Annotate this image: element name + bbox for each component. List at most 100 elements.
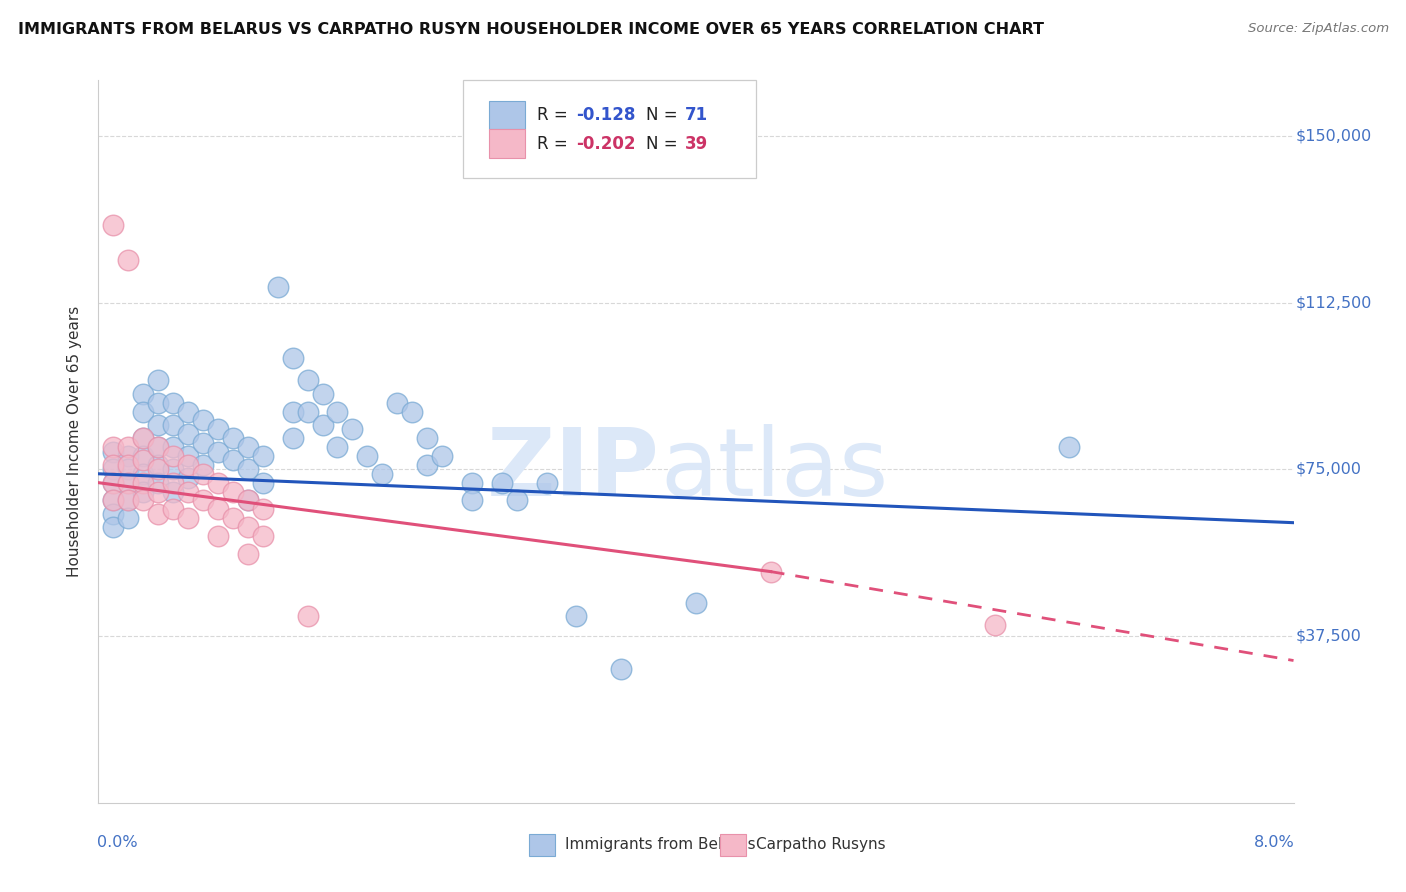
Point — [536, 475, 558, 490]
Point — [252, 449, 274, 463]
Point — [177, 484, 200, 499]
Point — [236, 520, 259, 534]
Point — [207, 422, 229, 436]
Point — [461, 493, 484, 508]
Point — [177, 404, 200, 418]
Point — [236, 493, 259, 508]
Point — [162, 462, 184, 476]
Point — [430, 449, 453, 463]
Point — [506, 493, 529, 508]
Point — [191, 458, 214, 472]
Text: atlas: atlas — [661, 425, 889, 516]
Point — [103, 440, 125, 454]
Point — [610, 662, 633, 676]
Point — [207, 475, 229, 490]
Point — [117, 440, 139, 454]
Text: $75,000: $75,000 — [1296, 462, 1362, 477]
Point — [117, 475, 139, 490]
Point — [371, 467, 394, 481]
Text: Source: ZipAtlas.com: Source: ZipAtlas.com — [1249, 22, 1389, 36]
Point — [132, 431, 155, 445]
Text: 71: 71 — [685, 106, 709, 124]
Point — [162, 502, 184, 516]
Point — [103, 507, 125, 521]
FancyBboxPatch shape — [529, 834, 555, 855]
Point — [162, 417, 184, 432]
Point — [103, 475, 125, 490]
Point — [565, 609, 588, 624]
Point — [297, 373, 319, 387]
Point — [252, 529, 274, 543]
Point — [311, 386, 333, 401]
FancyBboxPatch shape — [720, 834, 747, 855]
Point — [132, 449, 155, 463]
Point — [117, 462, 139, 476]
Point — [191, 493, 214, 508]
Point — [984, 618, 1007, 632]
Point — [132, 404, 155, 418]
Point — [162, 395, 184, 409]
Point — [297, 404, 319, 418]
Point — [326, 404, 349, 418]
Text: N =: N = — [645, 135, 683, 153]
Text: -0.202: -0.202 — [576, 135, 636, 153]
Point — [148, 507, 170, 521]
Point — [222, 431, 245, 445]
Point — [117, 253, 139, 268]
Point — [177, 449, 200, 463]
Point — [236, 462, 259, 476]
Point — [103, 520, 125, 534]
Point — [759, 565, 782, 579]
Point — [416, 458, 439, 472]
Point — [177, 458, 200, 472]
Point — [132, 453, 155, 467]
Point — [103, 444, 125, 458]
FancyBboxPatch shape — [489, 101, 524, 129]
Text: N =: N = — [645, 106, 683, 124]
Point — [207, 502, 229, 516]
Point — [132, 431, 155, 445]
FancyBboxPatch shape — [489, 129, 524, 158]
Point — [117, 475, 139, 490]
Point — [222, 484, 245, 499]
Point — [177, 471, 200, 485]
Point — [191, 413, 214, 427]
Text: 39: 39 — [685, 135, 709, 153]
Point — [281, 404, 304, 418]
Point — [207, 444, 229, 458]
Point — [342, 422, 364, 436]
Text: Carpatho Rusyns: Carpatho Rusyns — [756, 838, 886, 852]
Text: R =: R = — [537, 135, 574, 153]
Point — [207, 529, 229, 543]
Point — [491, 475, 513, 490]
Text: 8.0%: 8.0% — [1254, 835, 1295, 850]
Point — [103, 462, 125, 476]
Point — [162, 440, 184, 454]
Point — [252, 502, 274, 516]
Point — [148, 462, 170, 476]
Point — [267, 280, 290, 294]
Point — [281, 431, 304, 445]
Point — [148, 475, 170, 490]
Point — [117, 449, 139, 463]
Point — [132, 493, 155, 508]
Point — [311, 417, 333, 432]
Text: $112,500: $112,500 — [1296, 295, 1372, 310]
Point — [103, 475, 125, 490]
Point — [103, 218, 125, 232]
FancyBboxPatch shape — [463, 80, 756, 178]
Point — [148, 440, 170, 454]
Point — [252, 475, 274, 490]
Point — [162, 475, 184, 490]
Text: Immigrants from Belarus: Immigrants from Belarus — [565, 838, 755, 852]
Text: -0.128: -0.128 — [576, 106, 636, 124]
Point — [281, 351, 304, 366]
Text: $150,000: $150,000 — [1296, 128, 1372, 144]
Point — [148, 440, 170, 454]
Point — [117, 458, 139, 472]
Point — [401, 404, 423, 418]
Point — [132, 467, 155, 481]
Point — [103, 493, 125, 508]
Point — [191, 435, 214, 450]
Point — [148, 395, 170, 409]
